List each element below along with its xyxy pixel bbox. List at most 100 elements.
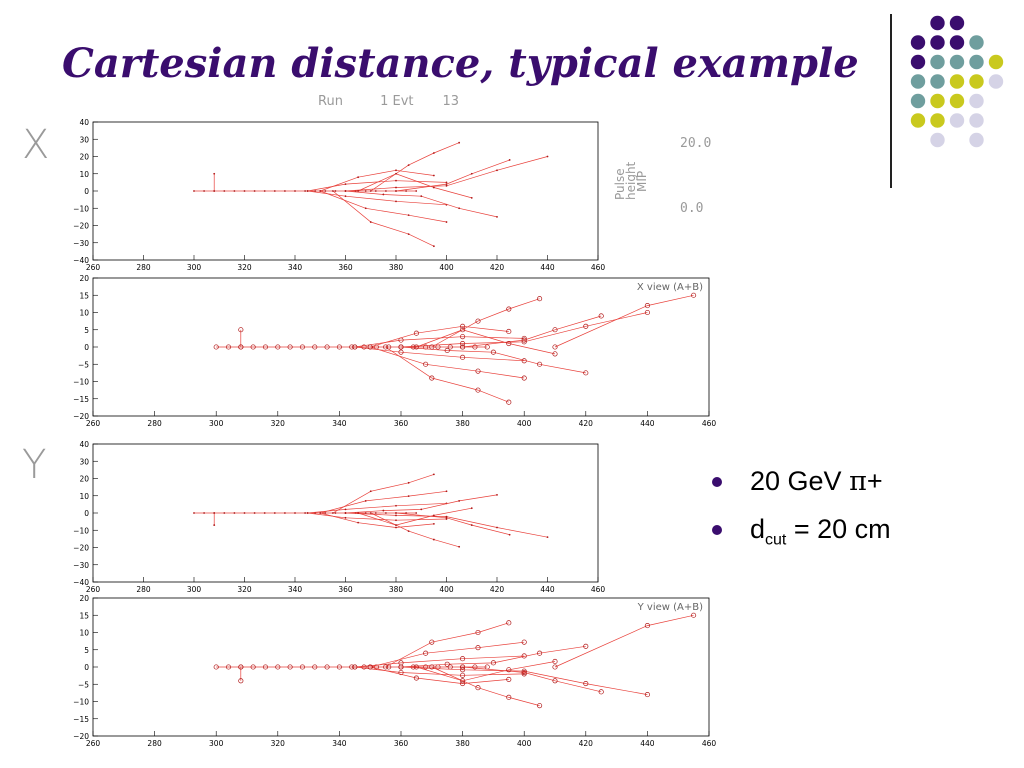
- x-tick-label: 420: [490, 585, 505, 594]
- hit-marker: [583, 681, 589, 687]
- deco-dot: [949, 15, 965, 31]
- hit-marker: [349, 664, 355, 670]
- hit-dot: [458, 207, 461, 210]
- deco-dot: [930, 35, 945, 50]
- hit-marker: [521, 639, 527, 645]
- hit-dot: [357, 190, 360, 192]
- hit-marker: [398, 669, 404, 676]
- y-tick-label: 40: [79, 118, 89, 127]
- y-tick-label: 15: [79, 611, 89, 620]
- hit-dot: [470, 507, 473, 510]
- x-tick-label: 460: [591, 263, 606, 272]
- hit-marker: [521, 335, 527, 341]
- hit-dot: [432, 152, 435, 154]
- hit-marker: [460, 681, 466, 687]
- x-tick-label: 280: [147, 419, 162, 428]
- hit-marker: [598, 689, 604, 695]
- hit-dot: [432, 522, 435, 525]
- hit-marker: [299, 664, 305, 670]
- hit-dot: [382, 509, 385, 512]
- hit-dot: [294, 190, 296, 192]
- track-line: [431, 298, 540, 348]
- hit-dot: [223, 512, 226, 514]
- hit-dot: [395, 200, 397, 203]
- hit-dot: [253, 512, 256, 514]
- y-tick-label: −40: [73, 578, 89, 587]
- hit-dot: [395, 514, 397, 517]
- event-display: [213, 612, 697, 709]
- hit-dot: [445, 181, 448, 184]
- hit-dot: [193, 512, 195, 514]
- deco-dot: [910, 35, 926, 50]
- slide-title: Cartesian distance, typical example: [62, 40, 859, 87]
- deco-dot: [910, 54, 926, 70]
- hit-dot: [458, 141, 461, 144]
- hit-marker: [506, 399, 512, 405]
- hit-dot: [445, 184, 448, 187]
- x-tick-label: 340: [288, 263, 303, 272]
- hit-dot: [432, 245, 435, 248]
- hit-dot: [344, 190, 347, 192]
- hit-dot: [253, 190, 256, 192]
- hit-marker: [506, 694, 512, 700]
- hit-marker: [238, 344, 244, 350]
- hit-marker: [447, 344, 453, 350]
- hit-dot: [369, 490, 372, 493]
- track-line: [345, 494, 498, 514]
- deco-dot: [988, 54, 1004, 70]
- hit-marker: [213, 344, 219, 350]
- hit-marker: [552, 664, 558, 670]
- bullet-dot: [712, 477, 722, 487]
- y-tick-label: −40: [73, 256, 89, 265]
- bullet-list: 20 GeV π+ dcut = 20 cm: [712, 464, 891, 560]
- track-line: [332, 190, 435, 247]
- hit-dot: [193, 190, 195, 192]
- x-tick-label: 420: [490, 263, 505, 272]
- hit-dot: [445, 183, 448, 185]
- hit-dot: [344, 195, 347, 198]
- hit-marker: [275, 664, 281, 670]
- hit-marker: [460, 344, 466, 350]
- pulse-height-min: 0.0: [680, 201, 704, 216]
- hit-marker: [287, 664, 293, 670]
- track-line: [462, 315, 602, 348]
- hit-marker: [552, 344, 558, 350]
- hit-dot: [395, 169, 397, 172]
- x-tick-label: 400: [517, 419, 532, 428]
- track-line: [354, 666, 525, 676]
- hit-dot: [324, 190, 327, 192]
- hit-marker: [552, 351, 558, 357]
- x-tick-label: 460: [702, 739, 717, 748]
- deco-dot: [969, 35, 984, 50]
- deco-dot: [910, 93, 926, 109]
- hit-marker: [429, 639, 435, 645]
- hit-marker: [460, 656, 466, 662]
- track-line: [357, 507, 472, 526]
- hit-marker: [324, 344, 330, 350]
- hit-marker: [410, 344, 416, 350]
- hit-marker: [275, 344, 281, 350]
- hit-marker: [336, 664, 342, 670]
- y-tick-label: −10: [73, 378, 89, 387]
- hit-marker: [413, 664, 419, 670]
- hit-dot: [395, 504, 397, 507]
- hit-marker: [506, 620, 512, 626]
- pulse-label-line3: MIP: [635, 171, 649, 192]
- x-tick-label: 380: [455, 739, 470, 748]
- hit-marker: [475, 318, 481, 324]
- hit-dot: [357, 512, 360, 514]
- pulse-label-line2: height: [624, 161, 638, 200]
- x-tick-label: 260: [86, 739, 101, 748]
- hit-marker: [490, 349, 496, 355]
- x-tick-label: 440: [640, 739, 655, 748]
- track-line: [354, 336, 525, 348]
- hit-marker: [423, 664, 429, 670]
- bullet-energy-suffix: +: [866, 466, 883, 496]
- y-tick-label: 20: [79, 274, 89, 283]
- hit-dot: [407, 481, 410, 484]
- x-tick-label: 300: [209, 419, 224, 428]
- hit-dot: [243, 190, 246, 192]
- hit-marker: [644, 309, 650, 316]
